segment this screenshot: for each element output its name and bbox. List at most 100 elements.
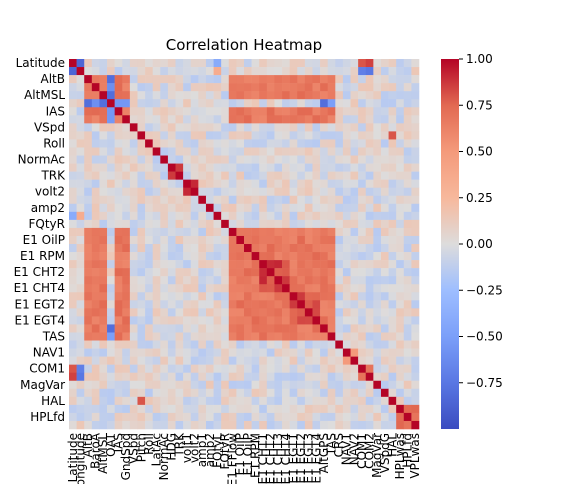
heatmap-cell bbox=[297, 404, 306, 414]
heatmap-cell bbox=[183, 115, 192, 124]
heatmap-cell bbox=[380, 123, 389, 132]
heatmap-cell bbox=[396, 155, 405, 164]
heatmap-cell bbox=[251, 396, 260, 406]
heatmap-cell bbox=[205, 300, 214, 309]
heatmap-cell bbox=[228, 372, 237, 382]
heatmap-cell bbox=[107, 316, 115, 325]
heatmap-cell bbox=[221, 91, 230, 100]
heatmap-cell bbox=[244, 324, 252, 333]
heatmap-cell bbox=[152, 83, 161, 92]
x-tick-label: NAV1 bbox=[340, 433, 354, 465]
heatmap-cell bbox=[175, 356, 184, 365]
heatmap-cell bbox=[282, 404, 290, 414]
heatmap-cell bbox=[312, 155, 321, 164]
heatmap-cell bbox=[205, 308, 214, 317]
heatmap-cell bbox=[236, 308, 245, 317]
heatmap-cell bbox=[198, 308, 207, 317]
y-tick-label: AltMSL bbox=[24, 88, 65, 102]
heatmap-cell bbox=[320, 219, 328, 229]
heatmap-cell bbox=[320, 203, 328, 213]
heatmap-cell bbox=[114, 340, 123, 349]
heatmap-cell bbox=[129, 396, 138, 406]
heatmap-cell bbox=[266, 380, 275, 390]
heatmap-cell bbox=[114, 203, 123, 213]
heatmap-cell bbox=[274, 420, 283, 430]
heatmap-cell bbox=[213, 203, 222, 213]
heatmap-cell bbox=[99, 404, 108, 414]
heatmap-cell bbox=[213, 284, 222, 293]
heatmap-cell bbox=[282, 227, 290, 237]
heatmap-cell bbox=[76, 227, 85, 237]
heatmap-cell bbox=[228, 123, 237, 132]
heatmap-cell bbox=[244, 131, 252, 140]
heatmap-cell bbox=[327, 372, 336, 382]
heatmap-cell bbox=[297, 420, 306, 430]
heatmap-cell bbox=[91, 187, 100, 197]
heatmap-cell bbox=[114, 107, 123, 116]
heatmap-cell bbox=[411, 292, 420, 301]
heatmap-cell bbox=[251, 67, 260, 76]
heatmap-cell bbox=[99, 420, 108, 430]
heatmap-cell bbox=[221, 75, 230, 84]
heatmap-cell bbox=[244, 388, 252, 398]
heatmap-cell bbox=[244, 123, 252, 132]
heatmap-cell bbox=[312, 356, 321, 365]
heatmap-cell bbox=[320, 147, 328, 156]
heatmap-cell bbox=[259, 155, 268, 164]
heatmap-cell bbox=[320, 123, 328, 132]
heatmap-cell bbox=[145, 115, 153, 124]
heatmap-cell bbox=[373, 131, 382, 140]
heatmap-cell bbox=[183, 380, 192, 390]
heatmap-cell bbox=[205, 404, 214, 414]
heatmap-cell bbox=[342, 268, 351, 277]
heatmap-cell bbox=[76, 364, 85, 373]
heatmap-cell bbox=[335, 244, 344, 253]
heatmap-cell bbox=[122, 260, 131, 269]
heatmap-cell bbox=[373, 171, 382, 180]
heatmap-cell bbox=[251, 75, 260, 84]
heatmap-cell bbox=[251, 364, 260, 373]
heatmap-cell bbox=[327, 340, 336, 349]
heatmap-cell bbox=[274, 203, 283, 213]
heatmap-cell bbox=[266, 420, 275, 430]
heatmap-cell bbox=[190, 252, 199, 261]
heatmap-cell bbox=[160, 260, 169, 269]
heatmap-cell bbox=[266, 131, 275, 140]
heatmap-cell bbox=[175, 252, 184, 261]
heatmap-cell bbox=[183, 147, 192, 156]
heatmap-cell bbox=[289, 308, 298, 317]
heatmap-cell bbox=[129, 83, 138, 92]
heatmap-cell bbox=[244, 244, 252, 253]
colorbar-tick-label: −0.25 bbox=[466, 283, 503, 297]
heatmap-cell bbox=[259, 356, 268, 365]
heatmap-cell bbox=[320, 252, 328, 261]
heatmap-cell bbox=[342, 219, 351, 229]
heatmap-cell bbox=[129, 348, 138, 357]
heatmap-cell bbox=[335, 211, 344, 221]
heatmap-cell bbox=[358, 131, 367, 140]
heatmap-cell bbox=[259, 131, 268, 140]
y-tick-label: VSpd bbox=[34, 120, 65, 134]
heatmap-cell bbox=[99, 340, 108, 349]
heatmap-cell bbox=[403, 219, 412, 229]
x-tick-label: E1 CHT3 bbox=[271, 433, 285, 484]
x-tick-label: LatAc bbox=[150, 433, 164, 466]
heatmap-cell bbox=[266, 404, 275, 414]
heatmap-cell bbox=[221, 300, 230, 309]
heatmap-cell bbox=[76, 380, 85, 390]
heatmap-cell bbox=[411, 260, 420, 269]
y-tick-label: TRK bbox=[40, 169, 66, 183]
heatmap-cell bbox=[259, 300, 268, 309]
heatmap-cell bbox=[145, 59, 153, 68]
heatmap-cell bbox=[388, 348, 397, 357]
heatmap-cell bbox=[380, 308, 389, 317]
heatmap-cell bbox=[183, 219, 192, 229]
heatmap-cell bbox=[228, 83, 237, 92]
heatmap-cell bbox=[160, 380, 169, 390]
heatmap-cell bbox=[297, 292, 306, 301]
heatmap-cell bbox=[167, 356, 176, 365]
heatmap-cell bbox=[213, 75, 222, 84]
heatmap-cell bbox=[396, 252, 405, 261]
heatmap-cell bbox=[221, 235, 230, 245]
heatmap-cell bbox=[76, 75, 85, 84]
